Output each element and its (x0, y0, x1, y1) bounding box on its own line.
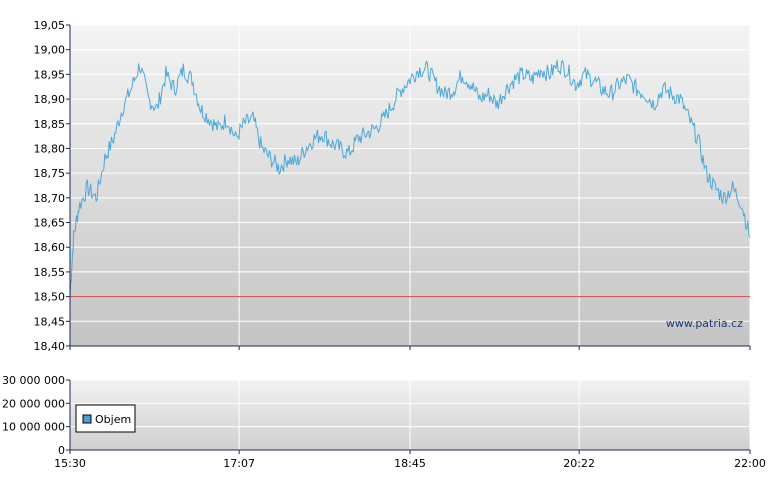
price-y-tick-label: 18,95 (34, 68, 66, 81)
watermark-text: www.patria.cz (666, 317, 743, 330)
price-series-line (69, 59, 751, 297)
price-y-tick-label: 18,60 (34, 241, 66, 254)
x-tick-label: 18:45 (394, 457, 426, 470)
volume-y-tick-label: 20 000 000 (2, 397, 65, 410)
x-tick-label: 20:22 (563, 457, 595, 470)
price-y-tick-label: 18,75 (34, 167, 66, 180)
volume-panel: 0 10 000 000 20 000 000 30 000 000 15:30 17:0… (2, 374, 766, 470)
legend-box: Objem (75, 404, 136, 433)
price-y-tick-label: 19,05 (34, 19, 66, 32)
legend-label: Objem (95, 413, 131, 426)
x-tick-label: 15:30 (54, 457, 86, 470)
price-y-tick-label: 19,00 (34, 44, 66, 57)
price-y-tick-label: 18,85 (34, 118, 66, 131)
price-y-tick-label: 18,40 (34, 340, 66, 353)
price-y-tick-label: 18,50 (34, 291, 66, 304)
price-y-tick-label: 18,90 (34, 93, 66, 106)
volume-y-tick-label: 0 (58, 444, 65, 457)
x-tick-label: 22:00 (734, 457, 766, 470)
price-y-tick-label: 18,45 (34, 315, 66, 328)
x-tick-label: 17:07 (223, 457, 255, 470)
legend-swatch (82, 414, 92, 424)
price-y-tick-label: 18,65 (34, 217, 66, 230)
price-y-tick-label: 18,80 (34, 142, 66, 155)
price-y-tick-label: 18,55 (34, 266, 66, 279)
price-panel: 18,40 18,45 18,50 18,55 18,60 18,65 18,70 18,75… (34, 19, 751, 353)
volume-y-tick-label: 10 000 000 (2, 421, 65, 434)
volume-y-tick-label: 30 000 000 (2, 374, 65, 387)
price-y-tick-label: 18,70 (34, 192, 66, 205)
